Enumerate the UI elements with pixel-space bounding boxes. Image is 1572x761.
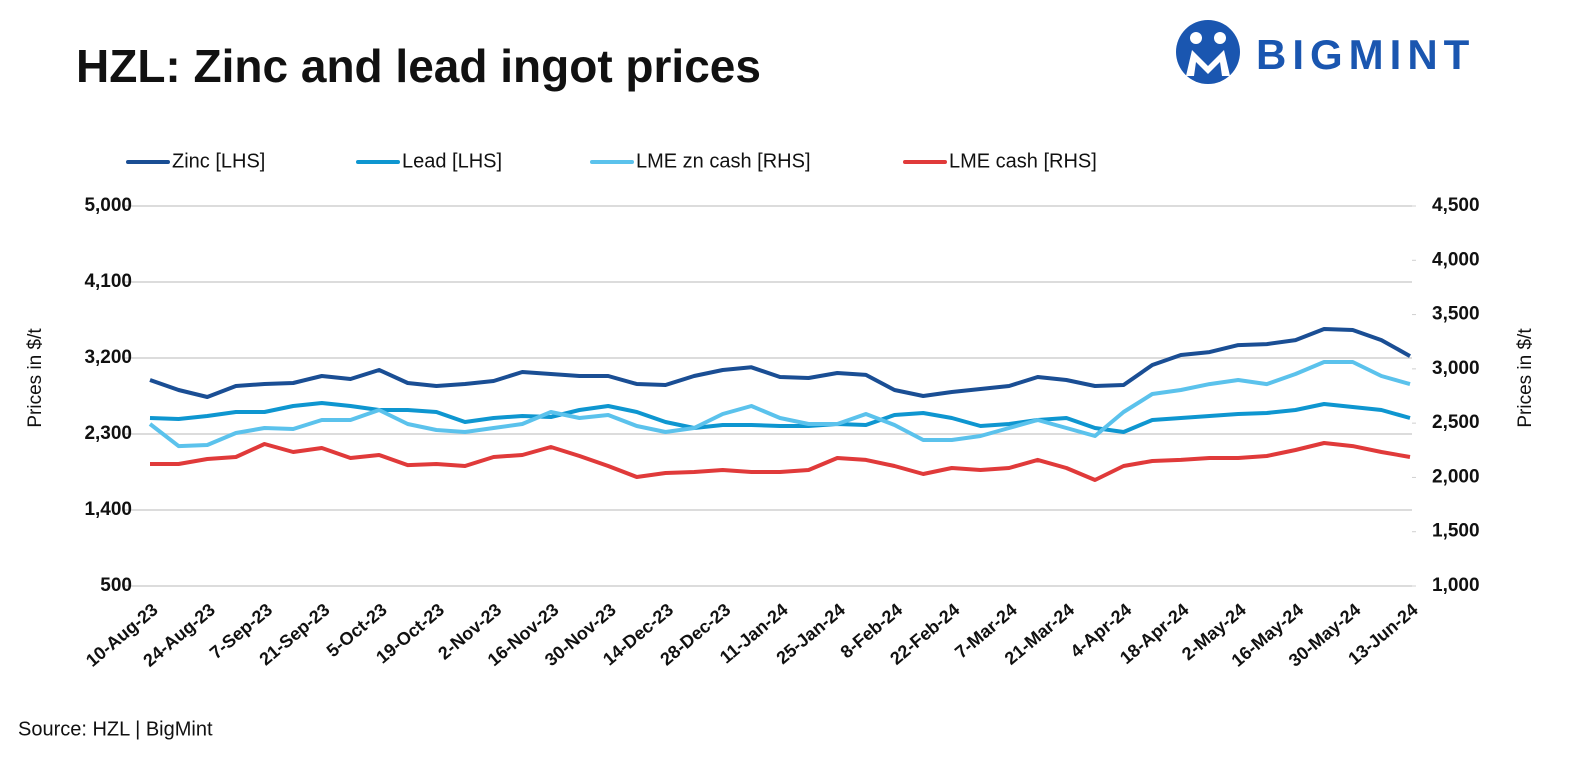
source-note: Source: HZL | BigMint <box>18 718 213 740</box>
legend-label: LME cash [RHS] <box>949 150 1097 172</box>
y-tick-label: 5,000 <box>84 195 132 216</box>
y-tick-label: 3,200 <box>84 347 132 368</box>
y-tick-label: 2,300 <box>84 423 132 444</box>
series-line <box>149 327 1411 399</box>
chart-title: HZL: Zinc and lead ingot prices <box>76 40 761 92</box>
legend-label: Lead [LHS] <box>402 150 502 172</box>
y2-axis-label: Prices in $/t <box>1515 328 1536 428</box>
series-line <box>148 360 1411 449</box>
y2-tick-label: 4,500 <box>1432 195 1480 216</box>
y-tick-label: 1,400 <box>84 499 132 520</box>
logo-text: BIGMINT <box>1256 31 1475 78</box>
y2-tick-label: 1,000 <box>1432 575 1480 596</box>
y2-tick-label: 3,500 <box>1432 304 1480 325</box>
y2-tick-label: 1,500 <box>1432 521 1480 542</box>
y-tick-label: 500 <box>100 575 132 596</box>
y2-tick-label: 3,000 <box>1432 358 1480 379</box>
series-line <box>149 401 1411 434</box>
legend-label: LME zn cash [RHS] <box>636 150 811 172</box>
y-axis-label: Prices in $/t <box>25 328 46 428</box>
legend-label: Zinc [LHS] <box>172 150 265 172</box>
y2-tick-label: 2,000 <box>1432 466 1480 487</box>
series-line <box>150 441 1411 482</box>
logo-icon <box>1176 20 1240 84</box>
y-tick-label: 4,100 <box>84 271 132 292</box>
y2-tick-label: 4,000 <box>1432 249 1480 270</box>
y2-tick-label: 2,500 <box>1432 412 1480 433</box>
